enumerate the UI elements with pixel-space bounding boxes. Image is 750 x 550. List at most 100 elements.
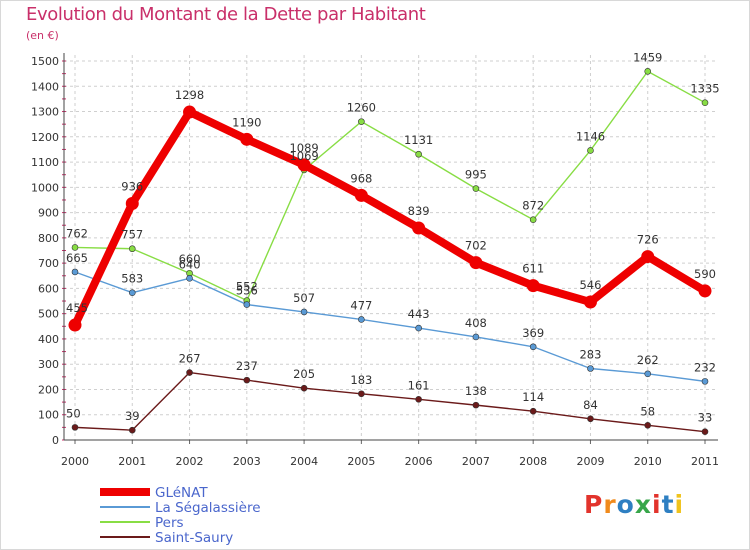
data-point: [472, 333, 480, 341]
y-tick-label: 1100: [31, 156, 59, 169]
data-label: 1459: [633, 50, 662, 64]
x-tick-label: 2008: [519, 455, 547, 468]
series-line-1: [74, 271, 706, 383]
data-point: [701, 428, 709, 435]
series-line-0: [71, 108, 709, 330]
y-tick-label: 0: [52, 434, 59, 447]
data-label: 839: [408, 204, 430, 218]
series-lines: [68, 68, 712, 435]
x-tick-label: 2010: [634, 455, 662, 468]
data-label: 660: [179, 252, 201, 266]
data-point: [186, 369, 193, 376]
y-tick-label: 1000: [31, 181, 59, 194]
data-point: [472, 185, 480, 192]
data-point: [698, 284, 712, 298]
data-point: [300, 308, 308, 316]
data-label: 408: [465, 316, 487, 330]
data-point: [644, 68, 652, 75]
data-point: [412, 221, 426, 235]
x-tick-label: 2002: [176, 455, 204, 468]
data-label: 640: [179, 257, 201, 271]
data-label: 443: [408, 307, 430, 321]
data-label: 114: [522, 390, 544, 404]
data-label: 936: [121, 180, 143, 194]
data-point: [415, 396, 422, 403]
data-point: [183, 105, 197, 119]
chart-title: Evolution du Montant de la Dette par Hab…: [26, 4, 426, 25]
data-point: [71, 268, 79, 276]
y-tick-label: 800: [38, 232, 59, 245]
grid-lines: [64, 55, 718, 440]
data-point: [472, 401, 480, 409]
data-point: [469, 256, 483, 270]
data-point: [529, 407, 537, 415]
data-label: 1146: [576, 129, 605, 143]
y-tick-label: 1500: [31, 55, 59, 68]
x-tick-label: 2006: [405, 455, 433, 468]
data-point: [354, 188, 368, 202]
legend-label: La Ségalassière: [155, 500, 261, 516]
data-point: [587, 365, 594, 372]
data-point: [128, 289, 136, 296]
data-point: [243, 376, 251, 384]
data-point: [701, 99, 709, 106]
data-point: [240, 132, 254, 146]
data-point: [71, 244, 79, 251]
x-tick-label: 2001: [118, 455, 146, 468]
y-tick-label: 1400: [31, 80, 59, 93]
data-label: 138: [465, 384, 487, 398]
data-point: [128, 426, 136, 434]
data-label: 757: [121, 228, 143, 242]
data-label: 995: [465, 168, 487, 182]
data-point: [300, 384, 308, 392]
data-point: [526, 279, 540, 293]
y-tick-label: 100: [38, 409, 59, 422]
data-label: 611: [522, 262, 544, 276]
x-tick-label: 2007: [462, 455, 490, 468]
data-point: [125, 197, 139, 211]
x-tick-label: 2009: [576, 455, 604, 468]
data-point: [641, 250, 655, 264]
legend-label: GLéNAT: [155, 485, 208, 501]
data-label: 1260: [347, 101, 376, 115]
data-label: 1089: [289, 141, 318, 155]
data-label: 477: [350, 298, 372, 312]
data-point: [358, 316, 365, 323]
data-label: 968: [350, 171, 372, 185]
data-point: [587, 415, 594, 423]
data-point: [415, 324, 422, 332]
data-label: 50: [66, 406, 81, 420]
data-label: 267: [179, 352, 201, 366]
data-label: 1335: [690, 82, 719, 96]
data-point: [186, 274, 193, 282]
data-label: 1131: [404, 133, 433, 147]
data-label: 161: [408, 378, 430, 392]
data-point: [358, 118, 365, 125]
data-label: 762: [66, 226, 88, 240]
chart-subtitle: (en €): [26, 29, 59, 42]
legend-label: Saint-Saury: [155, 530, 233, 546]
data-label: 455: [66, 301, 88, 315]
y-tick-label: 900: [38, 207, 59, 220]
data-label: 1069: [289, 149, 318, 163]
data-point: [529, 343, 537, 351]
series-line-3: [74, 371, 706, 433]
data-label: 39: [125, 409, 140, 423]
data-point: [701, 378, 709, 385]
data-label: 183: [350, 373, 372, 387]
y-tick-label: 600: [38, 282, 59, 295]
data-point: [583, 295, 597, 309]
series-line-2: [74, 70, 706, 302]
data-label: 590: [694, 267, 716, 281]
data-label: 33: [698, 411, 713, 425]
data-label: 1190: [232, 115, 261, 129]
data-label: 536: [236, 284, 258, 298]
data-label: 237: [236, 359, 258, 373]
data-label: 232: [694, 360, 716, 374]
data-label: 58: [640, 404, 655, 418]
data-label: 552: [236, 280, 258, 294]
y-tick-label: 1300: [31, 106, 59, 119]
y-tick-label: 500: [38, 308, 59, 321]
